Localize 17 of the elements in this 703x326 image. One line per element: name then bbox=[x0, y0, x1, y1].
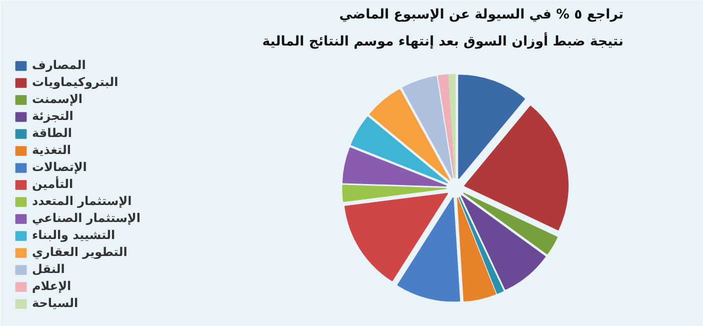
chart-subtitle: نتيجة ضبط أوزان السوق بعد إنتهاء موسم النتائج المالية bbox=[262, 32, 624, 50]
legend-label: التطوير العقاري bbox=[32, 245, 128, 259]
chart-title: تراجع ٥ % في السيولة عن الإسبوع الماضي bbox=[339, 8, 624, 22]
legend-label: الطاقة bbox=[32, 126, 72, 140]
legend-label: البتروكيماويات bbox=[32, 75, 118, 89]
legend-label: الإتصالات bbox=[32, 160, 87, 174]
legend-label: التأمين bbox=[32, 177, 74, 191]
legend-label: الإستثمار الصناعي bbox=[32, 211, 140, 225]
legend-label: النقل bbox=[32, 262, 65, 276]
legend-label: التشييد والبناء bbox=[32, 228, 116, 242]
legend-label: السياحة bbox=[32, 296, 78, 310]
legend-label: المصارف bbox=[32, 58, 86, 72]
legend-label: الإسمنت bbox=[32, 92, 82, 106]
legend-label: الإستثمار المتعدد bbox=[32, 194, 132, 208]
legend-label: الإعلام bbox=[32, 279, 72, 293]
legend-label: التجزئة bbox=[32, 109, 74, 123]
legend-label: التغذية bbox=[32, 143, 72, 157]
